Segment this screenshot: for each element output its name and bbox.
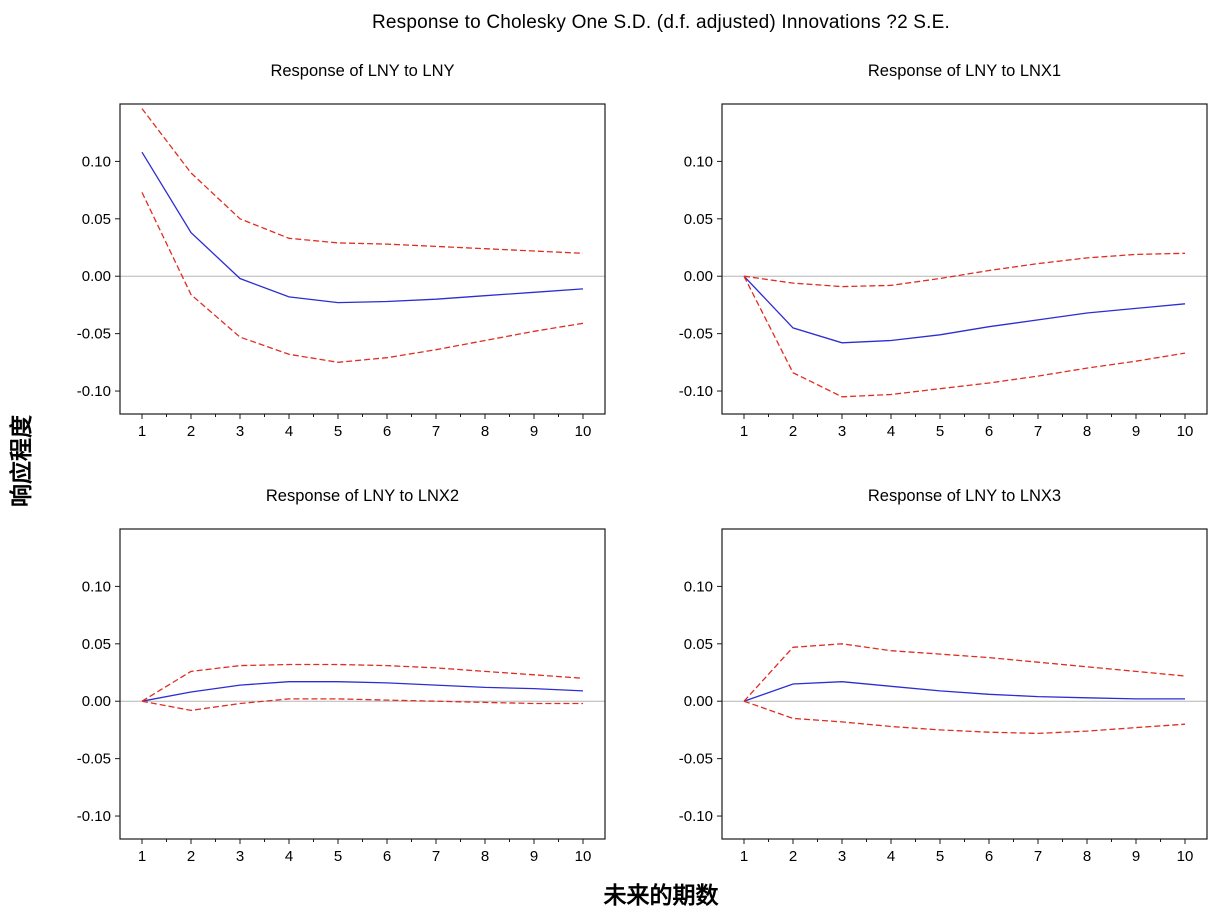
svg-text:0.05: 0.05 [684, 636, 713, 653]
svg-text:6: 6 [383, 848, 391, 865]
svg-text:5: 5 [334, 423, 342, 440]
svg-text:10: 10 [1177, 423, 1194, 440]
svg-text:7: 7 [1034, 848, 1042, 865]
svg-text:0.10: 0.10 [684, 578, 713, 595]
svg-text:-0.10: -0.10 [679, 383, 713, 400]
svg-text:4: 4 [285, 423, 293, 440]
svg-text:-0.05: -0.05 [679, 751, 713, 768]
svg-text:2: 2 [789, 423, 797, 440]
svg-text:1: 1 [138, 848, 146, 865]
svg-text:0.00: 0.00 [684, 693, 713, 710]
y-axis-label-column: 响应程度 [0, 0, 38, 922]
svg-text:1: 1 [740, 848, 748, 865]
figure-title: Response to Cholesky One S.D. (d.f. adju… [371, 12, 951, 33]
svg-text:8: 8 [1083, 848, 1091, 865]
svg-text:7: 7 [432, 848, 440, 865]
svg-text:-0.10: -0.10 [77, 808, 111, 825]
svg-text:0.00: 0.00 [82, 693, 111, 710]
svg-text:4: 4 [887, 423, 895, 440]
panel-plot-lny-lnx1: 0.10 0.05 0.00 -0.05 -0.10 1 2 3 4 5 6 7 8 9 10 [679, 103, 1208, 440]
panel-plot-lny-lnx2: 0.10 0.05 0.00 -0.05 -0.10 1 2 3 4 5 6 7 8 9 10 [77, 528, 606, 865]
svg-text:2: 2 [187, 848, 195, 865]
svg-text:3: 3 [236, 848, 244, 865]
x-axis-label: 未来的期数 [603, 882, 719, 908]
panel-response-lny-to-lnx3: Response of LNY to LNX3 0.10 0.05 0.00 -0.0… [652, 483, 1212, 883]
svg-text:9: 9 [530, 423, 538, 440]
svg-text:5: 5 [936, 423, 944, 440]
svg-text:0.05: 0.05 [82, 211, 111, 228]
svg-text:0.00: 0.00 [82, 268, 111, 285]
svg-text:5: 5 [334, 848, 342, 865]
svg-text:0.05: 0.05 [82, 636, 111, 653]
svg-text:0.10: 0.10 [82, 578, 111, 595]
svg-text:0.10: 0.10 [684, 153, 713, 170]
svg-text:4: 4 [887, 848, 895, 865]
y-axis-label: 响应程度 [8, 415, 34, 507]
svg-text:-0.05: -0.05 [77, 751, 111, 768]
svg-text:6: 6 [985, 423, 993, 440]
svg-text:8: 8 [481, 848, 489, 865]
svg-text:2: 2 [789, 848, 797, 865]
svg-text:9: 9 [1132, 423, 1140, 440]
svg-text:9: 9 [530, 848, 538, 865]
panel-title: Response of LNY to LNX3 [867, 487, 1062, 505]
svg-text:5: 5 [936, 848, 944, 865]
svg-text:-0.05: -0.05 [679, 326, 713, 343]
svg-text:7: 7 [432, 423, 440, 440]
svg-text:0.10: 0.10 [82, 153, 111, 170]
panel-title: Response of LNY to LNX2 [265, 487, 460, 505]
panel-plot-lny-lnx3: 0.10 0.05 0.00 -0.05 -0.10 1 2 3 4 5 6 7 8 9 10 [679, 528, 1208, 865]
svg-text:3: 3 [838, 848, 846, 865]
svg-text:4: 4 [285, 848, 293, 865]
panel-response-lny-to-lnx1: Response of LNY to LNX1 0.10 0.05 0.00 -0.0… [652, 58, 1212, 458]
svg-text:10: 10 [575, 848, 592, 865]
svg-text:8: 8 [481, 423, 489, 440]
svg-text:10: 10 [575, 423, 592, 440]
svg-text:2: 2 [187, 423, 195, 440]
svg-text:3: 3 [838, 423, 846, 440]
svg-text:7: 7 [1034, 423, 1042, 440]
svg-text:6: 6 [985, 848, 993, 865]
svg-text:-0.10: -0.10 [77, 383, 111, 400]
svg-text:3: 3 [236, 423, 244, 440]
panel-plot-lny-lny: 0.10 0.05 0.00 -0.05 -0.10 1 2 3 4 5 6 7 8 9 10 [77, 103, 606, 440]
svg-text:0.00: 0.00 [684, 268, 713, 285]
svg-text:1: 1 [740, 423, 748, 440]
svg-text:0.05: 0.05 [684, 211, 713, 228]
svg-text:10: 10 [1177, 848, 1194, 865]
svg-text:8: 8 [1083, 423, 1091, 440]
panel-title: Response of LNY to LNY [270, 62, 455, 80]
panel-response-lny-to-lnx2: Response of LNY to LNX2 0.10 0.05 0.00 -0.0… [50, 483, 610, 883]
svg-text:1: 1 [138, 423, 146, 440]
panel-response-lny-to-lny: Response of LNY to LNY 0.10 0.05 0.00 -0.05… [50, 58, 610, 458]
svg-text:-0.05: -0.05 [77, 326, 111, 343]
svg-text:6: 6 [383, 423, 391, 440]
svg-text:9: 9 [1132, 848, 1140, 865]
panel-title: Response of LNY to LNX1 [867, 62, 1062, 80]
svg-text:-0.10: -0.10 [679, 808, 713, 825]
